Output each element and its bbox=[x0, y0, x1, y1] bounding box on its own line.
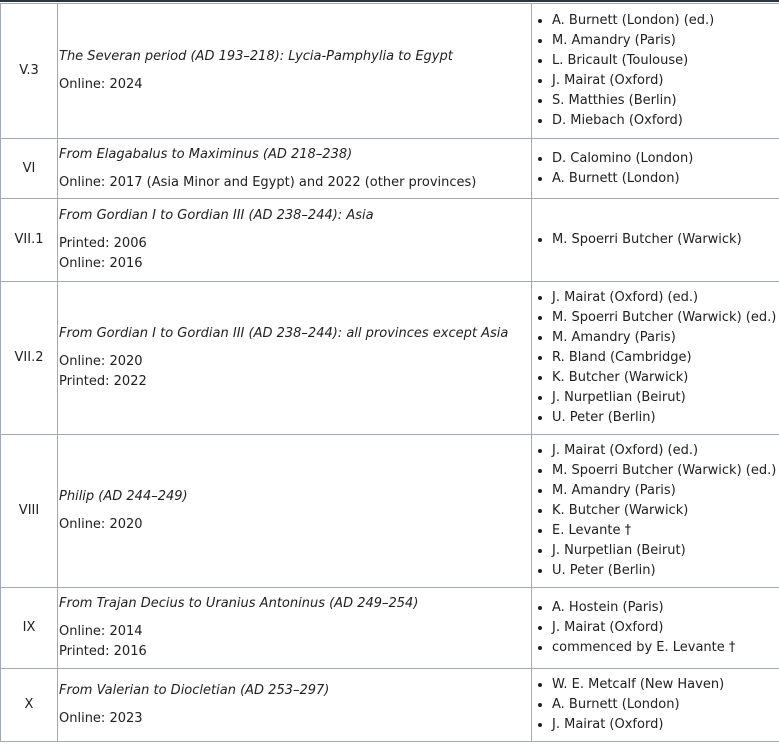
volume-info: From Gordian I to Gordian III (AD 238–24… bbox=[57, 198, 532, 282]
publication-line: Online: 2014 bbox=[59, 624, 143, 639]
author-item: A. Burnett (London) (ed.) bbox=[552, 11, 779, 31]
volume-title: From Gordian I to Gordian III (AD 238–24… bbox=[59, 326, 509, 341]
volume-title: From Elagabalus to Maximinus (AD 218–238… bbox=[59, 146, 353, 162]
volume-number: V.3 bbox=[0, 3, 58, 139]
volume-info: From Gordian I to Gordian III (AD 238–24… bbox=[57, 281, 532, 435]
authors: A. Hostein (Paris)J. Mairat (Oxford)comm… bbox=[531, 587, 779, 669]
volumes-table: V.3 The Severan period (AD 193–218): Lyci… bbox=[0, 3, 779, 742]
volume-title: The Severan period (AD 193–218): Lycia-P… bbox=[59, 49, 453, 64]
author-item: S. Matthies (Berlin) bbox=[552, 91, 779, 111]
publication-info: Online: 2017 (Asia Minor and Egypt) and … bbox=[59, 173, 531, 193]
author-item: M. Spoerri Butcher (Warwick) bbox=[552, 230, 779, 250]
volume-number: VIII bbox=[0, 434, 58, 588]
author-list: D. Calomino (London)A. Burnett (London) bbox=[532, 149, 779, 189]
authors: A. Burnett (London) (ed.)M. Amandry (Par… bbox=[531, 3, 779, 139]
authors: J. Mairat (Oxford) (ed.)M. Spoerri Butch… bbox=[531, 434, 779, 588]
author-list: A. Hostein (Paris)J. Mairat (Oxford)comm… bbox=[532, 598, 779, 658]
authors: D. Calomino (London)A. Burnett (London) bbox=[531, 138, 779, 199]
author-item: J. Mairat (Oxford) bbox=[552, 618, 779, 638]
volume-title: Philip (AD 244–249) bbox=[59, 489, 188, 504]
volume-info: From Trajan Decius to Uranius Antoninus … bbox=[57, 587, 532, 669]
author-list: J. Mairat (Oxford) (ed.)M. Spoerri Butch… bbox=[532, 441, 779, 581]
author-item: J. Mairat (Oxford) (ed.) bbox=[552, 441, 779, 461]
author-item: W. E. Metcalf (New Haven) bbox=[552, 675, 779, 695]
table-row: X From Valerian to Diocletian (AD 253–297… bbox=[0, 668, 779, 742]
publication-line: Online: 2024 bbox=[59, 77, 143, 92]
volume-title: From Trajan Decius to Uranius Antoninus … bbox=[59, 596, 419, 611]
author-item: J. Mairat (Oxford) bbox=[552, 71, 779, 91]
authors: J. Mairat (Oxford) (ed.)M. Spoerri Butch… bbox=[531, 281, 779, 435]
publication-line: Online: 2020 bbox=[59, 354, 143, 369]
table-row: V.3 The Severan period (AD 193–218): Lyci… bbox=[0, 3, 779, 139]
author-item: J. Nurpetlian (Beirut) bbox=[552, 388, 779, 408]
volume-info: From Valerian to Diocletian (AD 253–297)… bbox=[57, 668, 532, 742]
publication-line: Online: 2023 bbox=[59, 711, 143, 726]
publication-info: Online: 2024 bbox=[59, 75, 531, 95]
authors: W. E. Metcalf (New Haven)A. Burnett (Lon… bbox=[531, 668, 779, 742]
table-row: IX From Trajan Decius to Uranius Antoninu… bbox=[0, 587, 779, 669]
authors: M. Spoerri Butcher (Warwick) bbox=[531, 198, 779, 282]
volume-title: From Gordian I to Gordian III (AD 238–24… bbox=[59, 208, 374, 223]
volume-number: VI bbox=[0, 138, 58, 199]
author-item: A. Burnett (London) bbox=[552, 169, 779, 189]
volume-title: From Valerian to Diocletian (AD 253–297) bbox=[59, 683, 330, 698]
author-item: D. Calomino (London) bbox=[552, 149, 779, 169]
volume-info: Philip (AD 244–249) Online: 2020 bbox=[57, 434, 532, 588]
author-item: K. Butcher (Warwick) bbox=[552, 501, 779, 521]
publication-line: Online: 2016 bbox=[59, 256, 143, 271]
volume-info: From Elagabalus to Maximinus (AD 218–238… bbox=[57, 138, 532, 199]
publication-line: Online: 2020 bbox=[59, 517, 143, 532]
publication-info: Online: 2023 bbox=[59, 709, 531, 729]
author-list: W. E. Metcalf (New Haven)A. Burnett (Lon… bbox=[532, 675, 779, 735]
publication-line: Printed: 2006 bbox=[59, 236, 147, 251]
publication-info: Online: 2020 bbox=[59, 515, 531, 535]
author-item: M. Spoerri Butcher (Warwick) (ed.) bbox=[552, 308, 779, 328]
author-item: D. Miebach (Oxford) bbox=[552, 111, 779, 131]
volume-number: VII.2 bbox=[0, 281, 58, 435]
author-item: commenced by E. Levante † bbox=[552, 638, 779, 658]
author-item: K. Butcher (Warwick) bbox=[552, 368, 779, 388]
volume-number: X bbox=[0, 668, 58, 742]
table-row: VI From Elagabalus to Maximinus (AD 218–2… bbox=[0, 138, 779, 199]
publication-line: Printed: 2022 bbox=[59, 374, 147, 389]
author-item: E. Levante † bbox=[552, 521, 779, 541]
table-row: VII.2 From Gordian I to Gordian III (AD 2… bbox=[0, 281, 779, 435]
author-item: J. Nurpetlian (Beirut) bbox=[552, 541, 779, 561]
author-item: R. Bland (Cambridge) bbox=[552, 348, 779, 368]
author-item: J. Mairat (Oxford) (ed.) bbox=[552, 288, 779, 308]
volume-number: VII.1 bbox=[0, 198, 58, 282]
author-list: M. Spoerri Butcher (Warwick) bbox=[532, 230, 779, 250]
author-list: A. Burnett (London) (ed.)M. Amandry (Par… bbox=[532, 11, 779, 131]
author-item: J. Mairat (Oxford) bbox=[552, 715, 779, 735]
author-item: L. Bricault (Toulouse) bbox=[552, 51, 779, 71]
author-item: U. Peter (Berlin) bbox=[552, 561, 779, 581]
publication-info: Online: 2020 Printed: 2022 bbox=[59, 352, 531, 392]
volume-info: The Severan period (AD 193–218): Lycia-P… bbox=[57, 3, 532, 139]
publication-info: Online: 2014 Printed: 2016 bbox=[59, 622, 531, 662]
table-top-border bbox=[0, 0, 779, 2]
author-item: U. Peter (Berlin) bbox=[552, 408, 779, 428]
author-item: M. Amandry (Paris) bbox=[552, 31, 779, 51]
publication-line: Printed: 2016 bbox=[59, 644, 147, 659]
publication-info: Printed: 2006 Online: 2016 bbox=[59, 234, 531, 274]
volume-number: IX bbox=[0, 587, 58, 669]
publication-line: Online: 2017 (Asia Minor and Egypt) and … bbox=[59, 174, 477, 190]
author-item: M. Amandry (Paris) bbox=[552, 328, 779, 348]
author-list: J. Mairat (Oxford) (ed.)M. Spoerri Butch… bbox=[532, 288, 779, 428]
author-item: A. Burnett (London) bbox=[552, 695, 779, 715]
table-row: VII.1 From Gordian I to Gordian III (AD 2… bbox=[0, 198, 779, 282]
author-item: M. Amandry (Paris) bbox=[552, 481, 779, 501]
author-item: M. Spoerri Butcher (Warwick) (ed.) bbox=[552, 461, 779, 481]
author-item: A. Hostein (Paris) bbox=[552, 598, 779, 618]
